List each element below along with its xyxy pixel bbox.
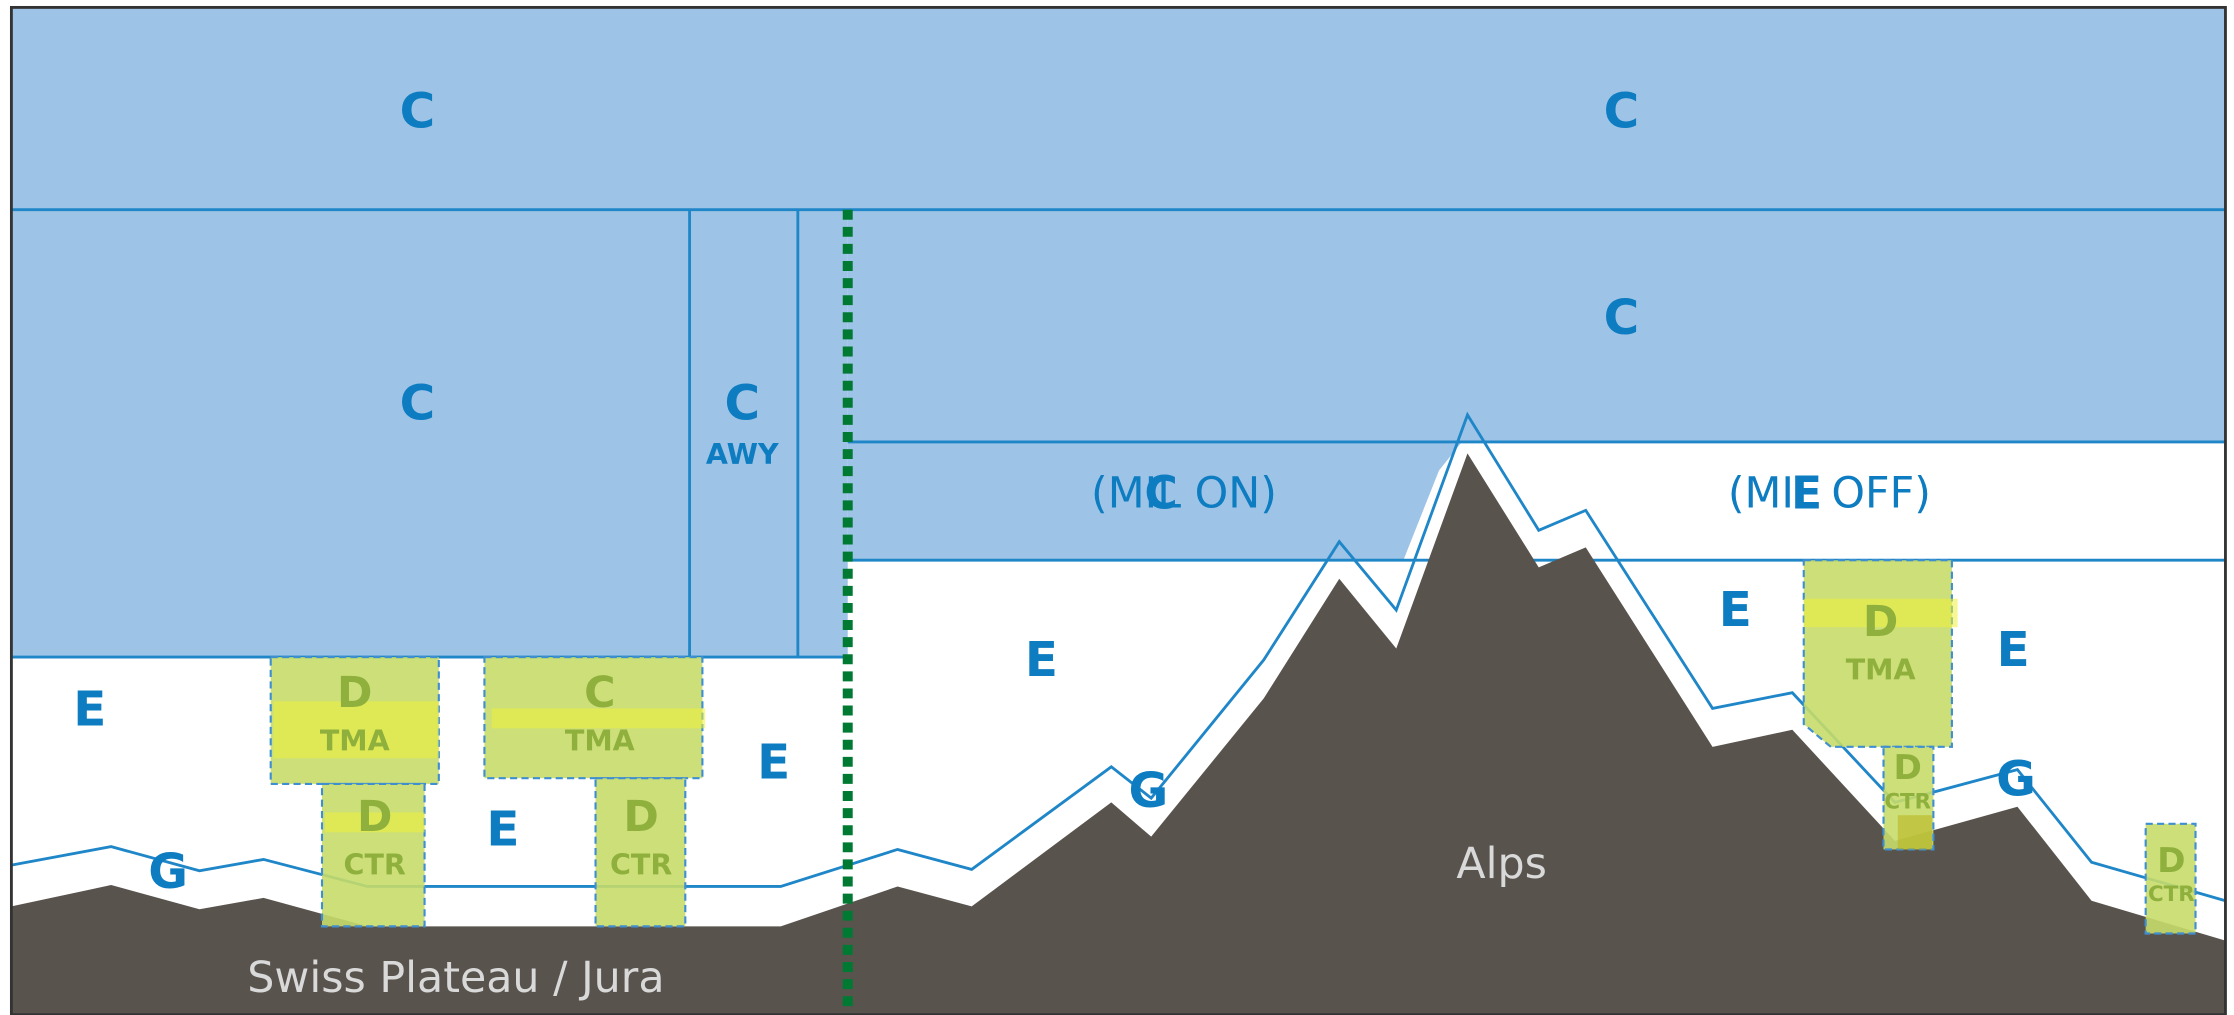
class-label: G [1996,751,2036,807]
class-label: G [148,844,188,900]
highlight [1898,815,1932,849]
class-label: E [73,682,106,738]
airspace-diagram: Swiss Plateau / Jura Alps C C C C AWY C C (MIL … [0,0,2234,1015]
upper-airspace [11,7,2225,209]
class-note: CTR [1884,789,1931,814]
class-note: CTR [344,849,406,882]
class-note: TMA [565,725,635,758]
class-note: AWY [706,438,779,471]
class-label: E [1025,632,1058,688]
class-note: TMA [320,725,390,758]
class-label: C [400,375,436,431]
class-label: D [2157,841,2185,881]
class-label: E [486,801,519,857]
class-note: TMA [1846,653,1916,686]
class-label: D [623,792,658,842]
class-label: C [400,83,436,139]
class-label: G [1128,763,1168,819]
class-note: CTR [610,849,672,882]
class-label: E [1997,622,2030,678]
class-label: D [1863,597,1898,647]
right-airspace [848,210,2226,442]
left-airspace [11,210,847,657]
class-label: C [725,375,761,431]
class-label: C [1604,290,1640,346]
class-label: D [1894,748,1922,788]
terrain-label: Swiss Plateau / Jura [247,953,664,1003]
class-note: (MIL OFF) [1728,469,1931,519]
class-label: C [584,668,615,718]
class-label: D [337,668,372,718]
class-label: E [1719,582,1752,638]
class-label: D [357,792,392,842]
terrain-label: Alps [1456,839,1547,889]
class-note: CTR [2148,882,2195,907]
class-label: E [757,734,790,790]
class-note: (MIL ON) [1091,469,1277,519]
class-label: C [1604,83,1640,139]
